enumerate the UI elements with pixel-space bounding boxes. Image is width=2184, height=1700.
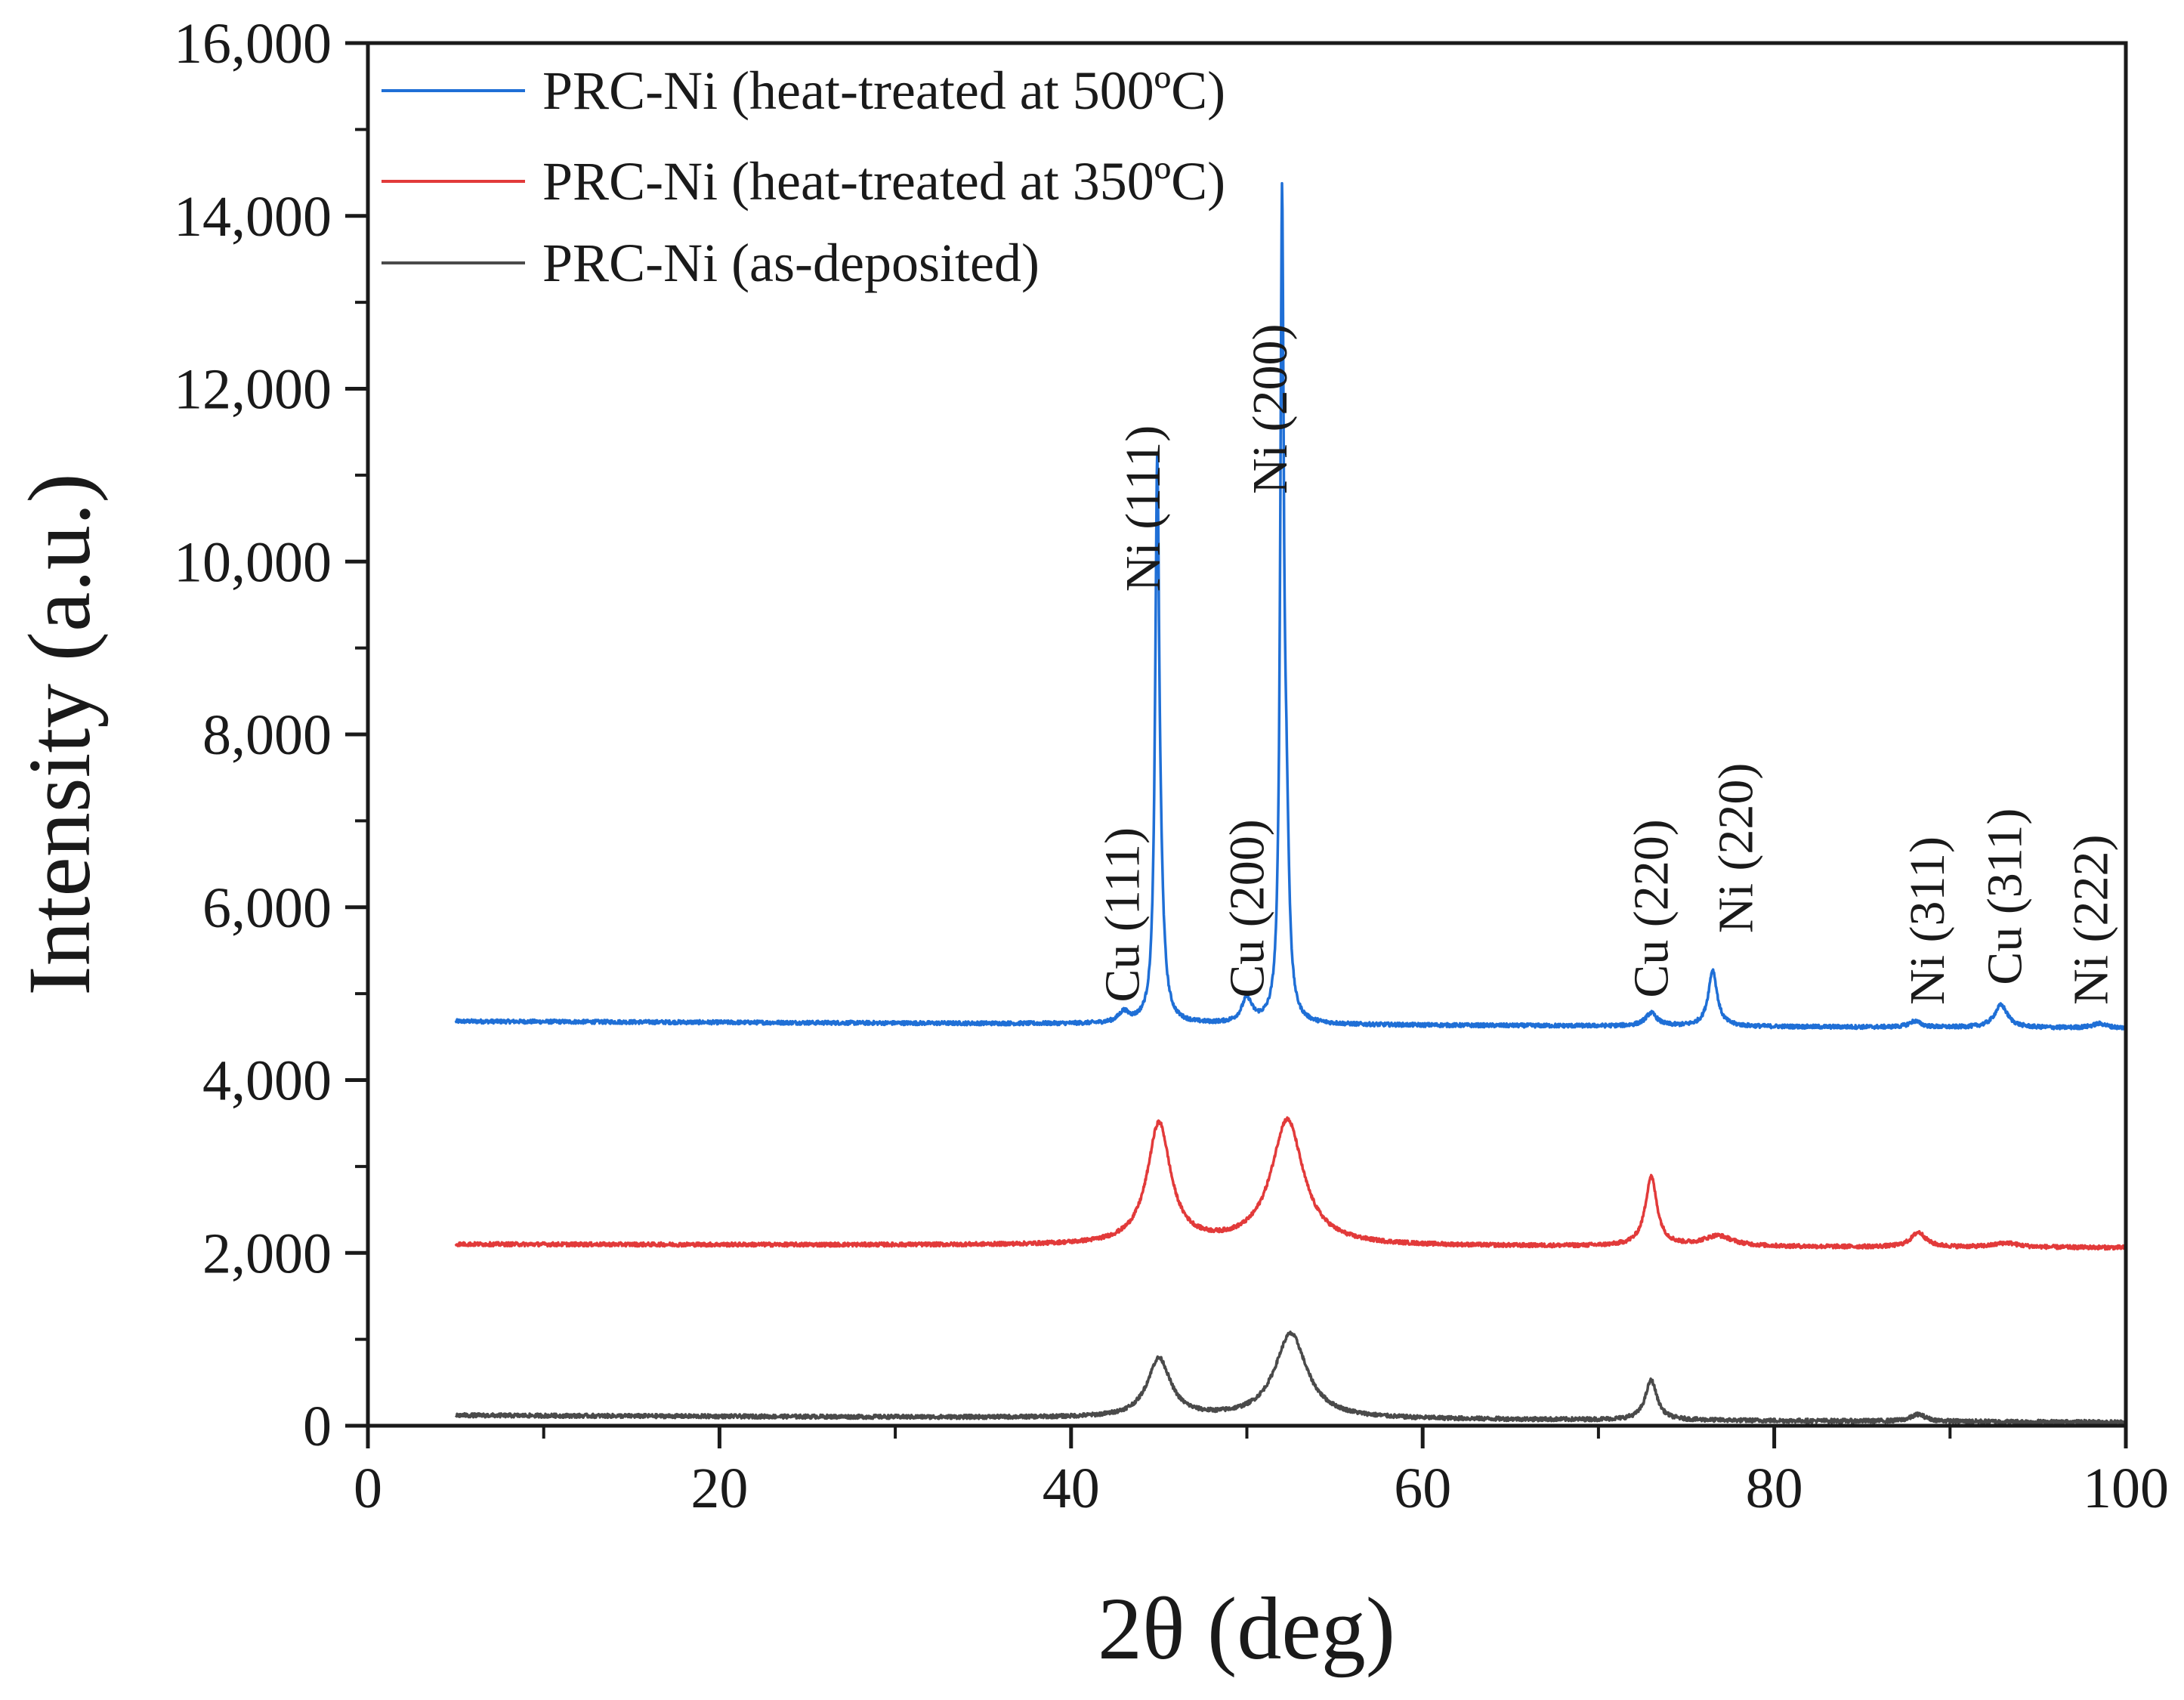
y-tick-label: 0 [303, 1395, 332, 1458]
y-tick-label: 16,000 [174, 12, 332, 76]
annotations-layer: Cu (111) Ni (111) Cu (200) Ni (200) Cu (220)… [1095, 324, 2118, 1005]
x-axis-title: 2θ (deg) [1098, 1579, 1395, 1678]
legend-label: PRC-Ni (as-deposited) [542, 233, 1039, 293]
x-tick-label: 60 [1394, 1457, 1451, 1520]
peak-label: Cu (311) [1977, 808, 2032, 985]
x-tick-label: 0 [354, 1457, 382, 1520]
x-tick-label: 40 [1043, 1457, 1100, 1520]
peak-label: Ni (222) [2064, 835, 2119, 1005]
legend-label: PRC-Ni (heat-treated at 500ºC) [542, 60, 1225, 121]
peak-label: Ni (311) [1900, 836, 1955, 1005]
x-tick-label: 20 [690, 1457, 748, 1520]
peak-label: Ni (200) [1243, 324, 1298, 494]
series-layer [454, 181, 2127, 1426]
peak-label: Cu (200) [1220, 819, 1275, 997]
y-tick-label: 12,000 [174, 358, 332, 422]
series-line-3 [454, 1331, 2127, 1426]
legend-label: PRC-Ni (heat-treated at 350ºC) [542, 151, 1225, 212]
series-line-2 [454, 1116, 2127, 1251]
y-tick-label: 10,000 [174, 530, 332, 594]
y-tick-label: 14,000 [174, 185, 332, 249]
x-tick-label: 100 [2083, 1457, 2169, 1520]
y-axis-title: Intensity (a.u.) [10, 473, 109, 995]
legend: PRC-Ni (heat-treated at 500ºC) PRC-Ni (he… [382, 60, 1225, 293]
peak-label: Ni (111) [1116, 425, 1171, 592]
series-line-1 [454, 181, 2127, 1031]
peak-label: Cu (111) [1095, 827, 1150, 1003]
x-tick-label: 80 [1746, 1457, 1803, 1520]
y-tick-label: 4,000 [202, 1049, 332, 1113]
y-tick-label: 2,000 [202, 1222, 332, 1285]
y-tick-label: 6,000 [202, 876, 332, 940]
y-tick-label: 8,000 [202, 703, 332, 767]
ticks-layer: 0 20 40 60 80 100 0 2,000 4,000 6,000 8,000 10,000 1… [174, 12, 2169, 1520]
peak-label: Cu (220) [1624, 819, 1679, 997]
peak-label: Ni (220) [1708, 763, 1763, 933]
